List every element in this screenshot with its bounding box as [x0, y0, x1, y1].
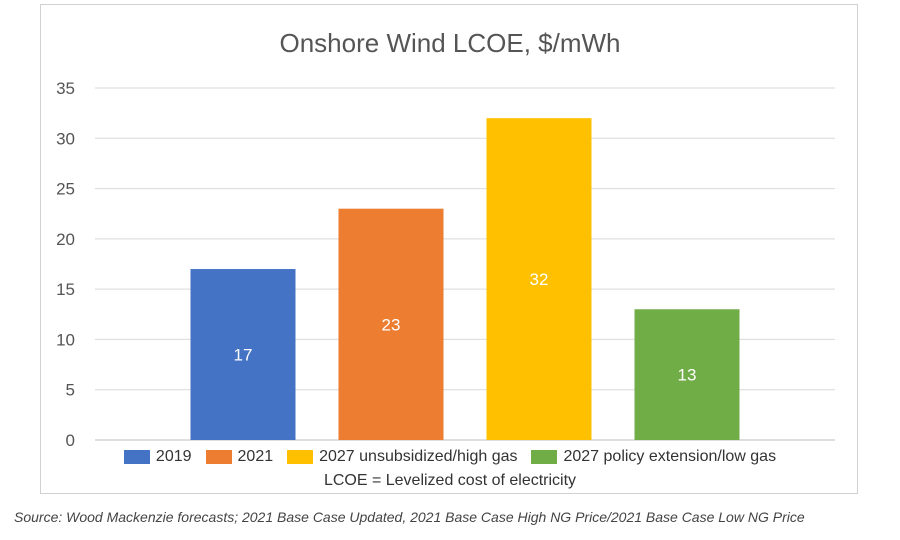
y-tick-label-15: 15 [56, 280, 75, 299]
data-labels: 17 23 32 13 [234, 270, 697, 385]
y-tick-label-35: 35 [56, 79, 75, 98]
bar-2 [338, 208, 444, 440]
data-label-2: 23 [382, 315, 401, 334]
bar-4 [634, 309, 740, 440]
legend-swatch-2027-high-gas [287, 450, 314, 464]
legend-item-2019: 2019 [123, 448, 192, 466]
y-axis: 0 5 10 15 20 25 30 35 [56, 79, 75, 450]
source-caption: Source: Wood Mackenzie forecasts; 2021 B… [14, 509, 805, 525]
legend-label-2027-low-gas: 2027 policy extension/low gas [563, 448, 777, 465]
legend: 2019 2021 2027 unsubsidized/high gas 202… [0, 448, 900, 466]
y-tick-label-5: 5 [66, 381, 75, 400]
legend-swatch-2021 [205, 450, 232, 464]
chart-note: LCOE = Levelized cost of electricity [323, 472, 577, 489]
legend-swatch-2019 [123, 450, 150, 464]
data-label-4: 13 [678, 366, 697, 385]
legend-label-2019: 2019 [155, 448, 192, 465]
data-label-1: 17 [234, 346, 253, 365]
y-tick-label-0: 0 [66, 431, 75, 450]
legend-item-2027-low-gas: 2027 policy extension/low gas [531, 448, 776, 466]
y-tick-label-25: 25 [56, 180, 75, 199]
y-tick-label-30: 30 [56, 129, 75, 148]
y-tick-label-20: 20 [56, 230, 75, 249]
bars [190, 118, 740, 441]
data-label-3: 32 [530, 270, 549, 289]
bar-1 [190, 269, 296, 440]
legend-item-2021: 2021 [205, 448, 274, 466]
legend-item-2027-high-gas: 2027 unsubsidized/high gas [287, 448, 517, 466]
legend-swatch-2027-low-gas [531, 450, 558, 464]
y-tick-label-10: 10 [56, 330, 75, 349]
legend-label-2027-high-gas: 2027 unsubsidized/high gas [319, 448, 518, 465]
bar-3 [486, 118, 592, 441]
legend-label-2021: 2021 [237, 448, 274, 465]
chart-frame [40, 4, 858, 494]
chart-title: Onshore Wind LCOE, $/mWh [280, 28, 621, 58]
